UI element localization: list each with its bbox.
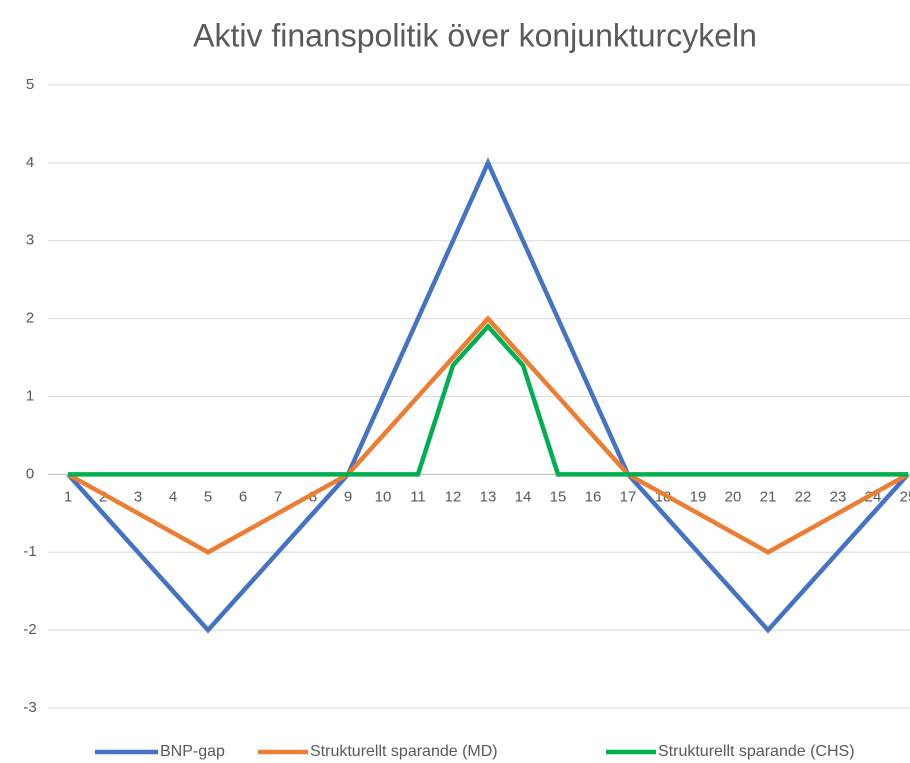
x-tick-label: 10 bbox=[375, 488, 392, 505]
y-tick-label: 3 bbox=[26, 232, 34, 249]
x-tick-label: 4 bbox=[169, 488, 177, 505]
x-tick-label: 7 bbox=[274, 488, 282, 505]
x-tick-label: 20 bbox=[725, 488, 742, 505]
y-tick-label: 4 bbox=[26, 154, 34, 171]
line-series bbox=[66, 315, 910, 555]
x-tick-label: 9 bbox=[344, 488, 352, 505]
y-tick-label: 5 bbox=[26, 76, 34, 93]
x-tick-label: 15 bbox=[550, 488, 567, 505]
x-tick-label: 16 bbox=[585, 488, 602, 505]
x-tick-label: 11 bbox=[410, 488, 426, 505]
y-tick-label: 1 bbox=[26, 387, 34, 404]
x-tick-label: 25 bbox=[900, 488, 910, 505]
legend-label: Strukturellt sparande (CHS) bbox=[658, 743, 855, 760]
x-tick-label: 19 bbox=[690, 488, 707, 505]
y-tick-label: -2 bbox=[23, 621, 36, 638]
legend-label: BNP-gap bbox=[160, 743, 225, 760]
x-tick-label: 5 bbox=[204, 488, 212, 505]
x-tick-label: 14 bbox=[515, 488, 532, 505]
x-tick-label: 6 bbox=[239, 488, 247, 505]
chart-title: Aktiv finanspolitik över konjunkturcykel… bbox=[193, 17, 757, 53]
y-tick-label: -1 bbox=[23, 543, 36, 560]
line-series bbox=[66, 157, 910, 634]
x-tick-label: 2 bbox=[99, 488, 107, 505]
x-tick-label: 8 bbox=[309, 488, 317, 505]
y-tick-label: -3 bbox=[23, 699, 36, 716]
x-tick-label: 22 bbox=[795, 488, 812, 505]
x-tick-label: 17 bbox=[620, 488, 637, 505]
x-tick-label: 3 bbox=[134, 488, 142, 505]
x-tick-label: 23 bbox=[830, 488, 847, 505]
legend-label: Strukturellt sparande (MD) bbox=[310, 743, 498, 760]
x-tick-label: 13 bbox=[480, 488, 497, 505]
x-tick-label: 12 bbox=[445, 488, 462, 505]
x-tick-label: 1 bbox=[64, 488, 72, 505]
y-tick-label: 0 bbox=[26, 465, 34, 482]
x-tick-label: 21 bbox=[760, 488, 777, 505]
y-tick-label: 2 bbox=[26, 310, 34, 327]
line-series bbox=[68, 323, 908, 477]
